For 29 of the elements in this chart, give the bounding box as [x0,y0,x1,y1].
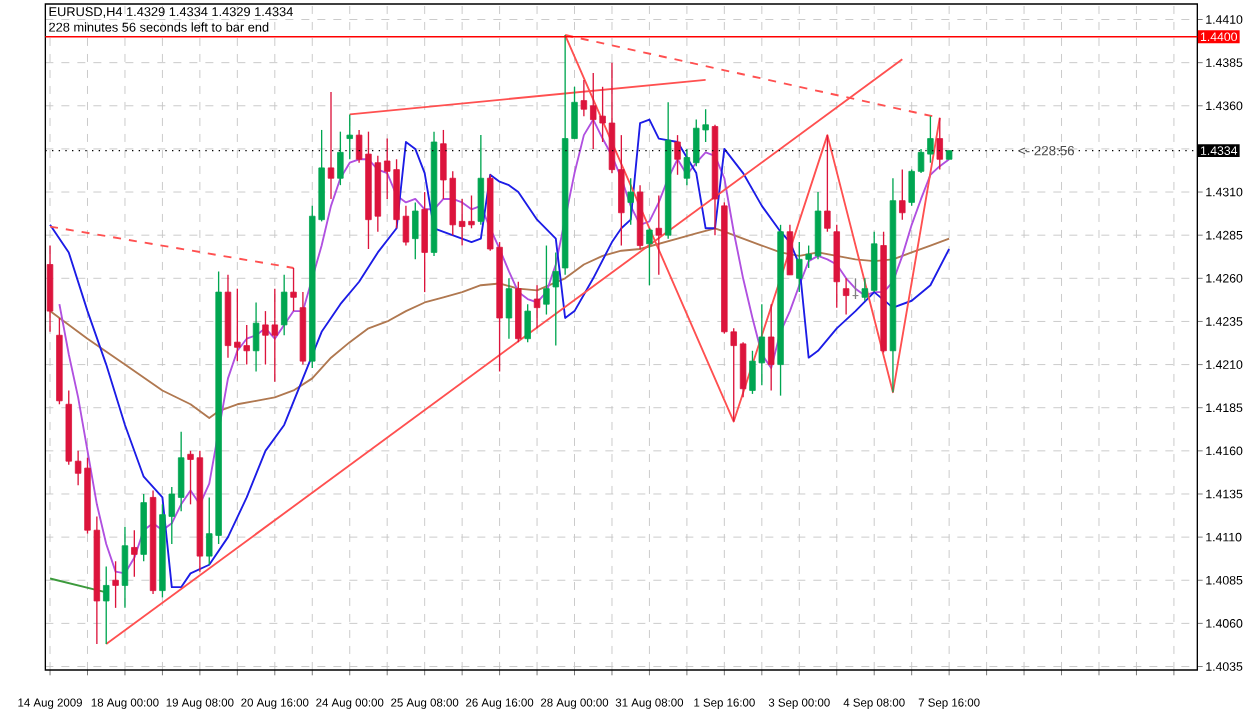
candlestick [646,227,653,286]
candlestick [824,134,831,233]
candlestick [524,303,531,343]
candlestick [112,560,119,609]
candlestick [121,526,129,609]
candlestick [103,565,110,645]
candlestick [786,224,794,276]
candlestick [767,303,775,392]
candlestick [543,244,550,316]
candlestick [899,168,906,221]
candlestick [552,251,559,347]
candlestick [346,113,353,160]
candlestick [533,284,541,330]
candlestick [842,277,850,316]
candlestick [505,277,513,340]
candlestick [46,244,54,333]
candlestick [674,134,681,176]
candlestick [337,130,344,186]
candlestick [131,529,138,578]
candlestick [627,177,634,226]
candlestick [280,274,288,336]
candlestick [412,201,419,261]
candlestick [936,117,943,171]
candlestick [421,191,428,293]
candlestick [252,301,260,373]
candlestick [477,134,485,226]
candlestick [655,194,663,276]
candlestick [327,91,335,200]
candlestick [290,267,297,312]
